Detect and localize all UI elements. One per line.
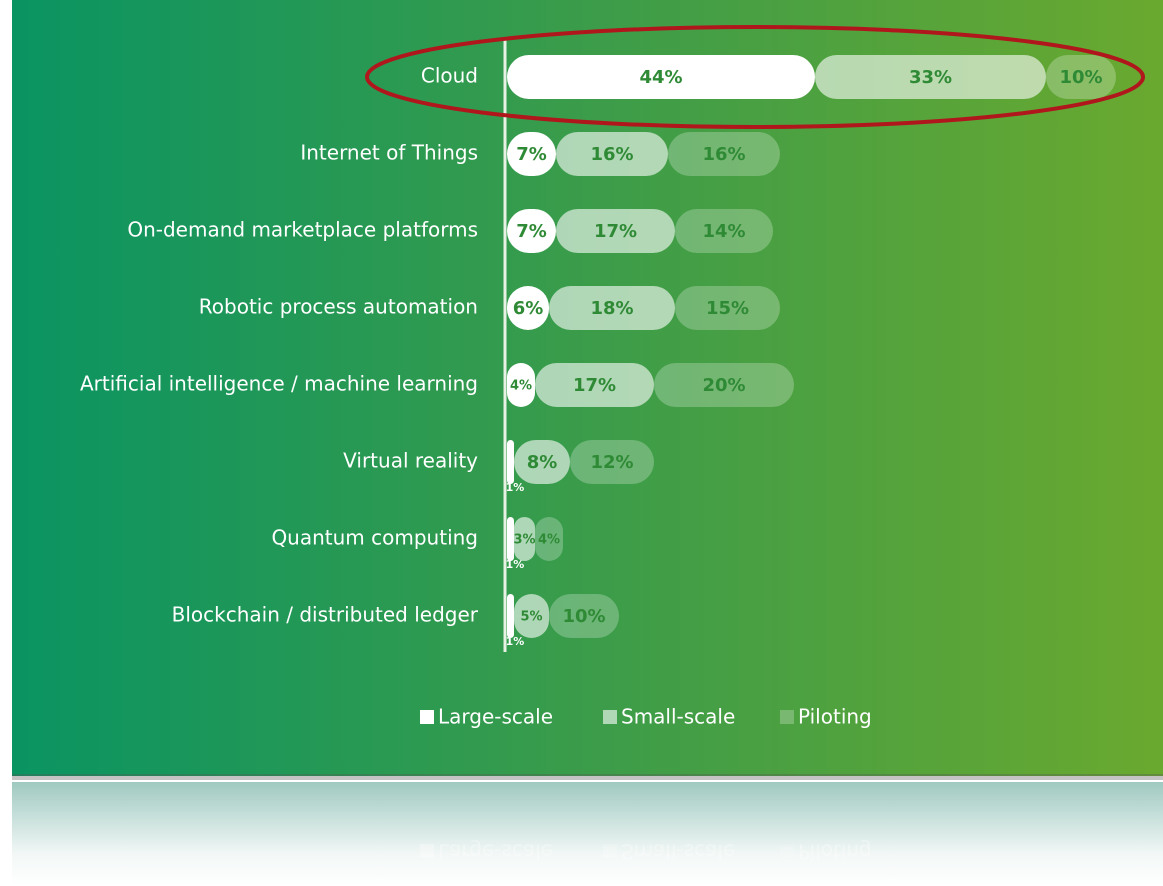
value-label: 17% [573,375,616,396]
value-label: 12% [590,452,633,473]
legend-label: Large-scale [438,840,553,864]
value-label: 7% [516,144,547,165]
category-label: Cloud [421,64,478,88]
bar-segment [1046,55,1116,99]
bar-segment [815,55,1046,99]
reflection [12,782,1163,886]
value-label: 16% [590,144,633,165]
value-label: 1% [506,481,525,494]
legend-label: Piloting [798,705,872,729]
bar-segment [556,209,675,253]
highlight-ellipse [365,25,1145,129]
value-label: 5% [520,610,542,625]
legend-swatch [780,844,794,858]
value-label: 6% [513,298,544,319]
bar-segment [507,517,514,561]
legend-swatch [420,844,434,858]
bar-segment [514,594,549,638]
category-label: Internet of Things [300,141,478,165]
bar-segment [570,440,654,484]
bar-segment [507,209,556,253]
legend-swatch [420,710,434,724]
bar-segment [507,363,535,407]
category-label: Virtual reality [343,449,478,473]
category-label: On-demand marketplace platforms [127,218,478,242]
shadow [12,774,1163,780]
bar-segment [675,286,780,330]
bar-segment [507,440,514,484]
value-label: 4% [538,533,560,548]
bar-segment [514,517,535,561]
bar-segment [654,363,794,407]
legend-label: Large-scale [438,705,553,729]
bars: Cloud 44% 33% 10% Internet of Things 7% 16% 16%… [80,55,1116,648]
value-label: 17% [594,221,637,242]
bar-segment [507,594,514,638]
bar-segment [535,517,563,561]
bar-segment [549,286,675,330]
legend-label: Small-scale [621,705,735,729]
category-label: Robotic process automation [199,295,478,319]
legend-label: Piloting [798,840,872,864]
bar-segment [507,286,549,330]
bar-segment [675,209,773,253]
category-label: Blockchain / distributed ledger [172,603,479,627]
value-label: 14% [702,221,745,242]
value-label: 10% [562,606,605,627]
value-label: 20% [702,375,745,396]
legend: Large-scale Small-scale Piloting [420,705,872,729]
bar-segment [535,363,654,407]
value-label: 16% [702,144,745,165]
bar-segment [668,132,780,176]
legend-swatch [780,710,794,724]
value-label: 8% [527,452,558,473]
bar-segment [514,440,570,484]
value-label: 10% [1059,67,1102,88]
value-label: 1% [506,635,525,648]
value-label: 15% [706,298,749,319]
category-label: Quantum computing [271,526,478,550]
legend-swatch [603,710,617,724]
value-label: 33% [909,67,952,88]
value-label: 44% [639,67,682,88]
legend-reflection: Large-scale Small-scale Piloting [420,840,872,864]
bar-segment [507,132,556,176]
value-label: 3% [513,533,535,548]
bar-segment [507,55,815,99]
value-label: 1% [506,558,525,571]
value-label: 18% [590,298,633,319]
legend-label: Small-scale [621,840,735,864]
legend-swatch [603,844,617,858]
category-label: Artificial intelligence / machine learni… [80,372,478,396]
value-label: 7% [516,221,547,242]
bar-segment [549,594,619,638]
value-label: 4% [510,379,532,394]
bar-segment [556,132,668,176]
